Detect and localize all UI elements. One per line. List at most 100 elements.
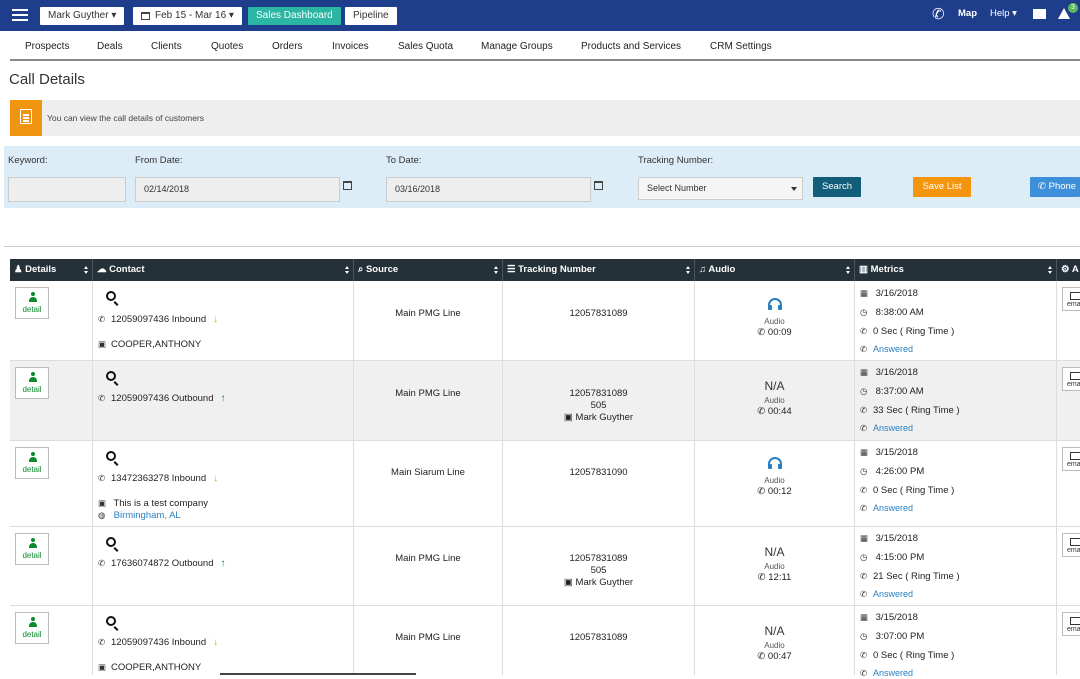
extension-text: 505	[590, 565, 607, 576]
search-icon[interactable]	[106, 451, 116, 461]
search-icon[interactable]	[106, 616, 116, 626]
detail-label: detail	[22, 385, 42, 394]
person-icon	[29, 292, 37, 304]
detail-button[interactable]: detail	[15, 533, 49, 565]
details-cell: detail	[10, 281, 93, 360]
contact-cell: ✆ 12059097436 Inbound ↓ ▣ COOPER,ANTHONY	[93, 281, 354, 360]
source-text: Main PMG Line	[395, 308, 461, 319]
horizontal-scrollbar[interactable]	[220, 673, 416, 675]
nav-prospects[interactable]: Prospects	[25, 41, 70, 52]
detail-button[interactable]: detail	[15, 367, 49, 399]
from-date-input[interactable]: 02/14/2018	[135, 177, 340, 202]
search-icon: ⌕	[358, 264, 366, 275]
source-cell: Main PMG Line	[354, 281, 503, 360]
details-cell: detail	[10, 527, 93, 605]
tracking-cell: 12057831089 505 ▣ Mark Guyther	[503, 361, 695, 440]
contact-cell: ✆ 17636074872 Outbound ↑	[93, 527, 354, 605]
to-date-label: To Date:	[386, 155, 422, 166]
detail-button[interactable]: detail	[15, 447, 49, 479]
phone-icon: ✆	[860, 326, 868, 336]
email-button[interactable]: ema	[1062, 533, 1080, 557]
keyword-input[interactable]	[8, 177, 126, 202]
nav-products-services[interactable]: Products and Services	[581, 41, 682, 52]
source-cell: Main PMG Line	[354, 361, 503, 440]
duration-text: 00:47	[767, 651, 792, 662]
col-contact[interactable]: ☁ Contact	[93, 259, 354, 281]
metric-status: ✆ Answered	[860, 344, 913, 355]
metrics-cell: ▦ 3/15/2018 ◷ 4:26:00 PM ✆ 0 Sec ( Ring T…	[855, 441, 1057, 526]
phone-icon: ✆	[757, 327, 768, 338]
status-text: Answered	[873, 503, 914, 513]
phone-icon: ✆	[757, 406, 768, 417]
help-menu[interactable]: Help ▾	[990, 8, 1017, 19]
outbound-arrow-icon: ↑	[220, 393, 226, 404]
tracking-number-select[interactable]: Select Number	[638, 177, 803, 200]
nav-manage-groups[interactable]: Manage Groups	[481, 41, 553, 52]
col-actions[interactable]: ⚙ A	[1057, 259, 1080, 281]
document-icon	[20, 109, 32, 124]
headphones-icon[interactable]	[768, 298, 782, 310]
tracking-text: 12057831090	[569, 467, 628, 478]
nav-quotes[interactable]: Quotes	[211, 41, 244, 52]
col-tracking[interactable]: ☰ Tracking Number	[503, 259, 695, 281]
pipeline-button[interactable]: Pipeline	[345, 7, 397, 25]
divider	[4, 246, 1080, 247]
phone-button[interactable]: ✆ Phone	[1030, 177, 1080, 197]
notifications-badge: 3	[1068, 3, 1078, 13]
phone-icon: ✆	[757, 651, 768, 662]
contact-card-icon: ▣	[563, 577, 576, 588]
status-text: Answered	[873, 423, 914, 433]
email-button[interactable]: ema	[1062, 367, 1080, 391]
search-icon[interactable]	[106, 291, 116, 301]
metric-ring: ✆ 33 Sec ( Ring Time )	[860, 405, 960, 416]
from-calendar-icon[interactable]	[343, 181, 352, 190]
hamburger-menu-icon[interactable]	[12, 9, 28, 21]
metric-date: ▦ 3/15/2018	[860, 447, 918, 458]
nav-orders[interactable]: Orders	[272, 41, 303, 52]
email-button[interactable]: ema	[1062, 447, 1080, 471]
date-range-button[interactable]: Feb 15 - Mar 16 ▾	[133, 7, 242, 25]
search-button[interactable]: Search	[813, 177, 861, 197]
search-icon[interactable]	[106, 537, 116, 547]
nav-sales-quota[interactable]: Sales Quota	[398, 41, 454, 52]
phone-icon[interactable]: ✆	[932, 6, 945, 23]
mail-icon[interactable]	[1033, 9, 1046, 19]
location-text[interactable]: Birmingham, AL	[113, 510, 181, 521]
sort-icon	[345, 266, 349, 274]
headphones-icon: ♫	[699, 264, 709, 275]
inbound-arrow-icon: ↓	[213, 314, 219, 325]
contact-location: ◍ Birmingham, AL	[98, 510, 181, 521]
nav-invoices[interactable]: Invoices	[332, 41, 369, 52]
detail-button[interactable]: detail	[15, 612, 49, 644]
search-icon[interactable]	[106, 371, 116, 381]
user-menu-button[interactable]: Mark Guyther ▾	[40, 7, 125, 25]
alert-icon[interactable]	[1058, 8, 1070, 19]
sales-dashboard-button[interactable]: Sales Dashboard	[248, 7, 341, 25]
to-date-input[interactable]: 03/16/2018	[386, 177, 591, 202]
contact-card-icon: ▣	[98, 662, 107, 672]
nav-crm-settings[interactable]: CRM Settings	[710, 41, 772, 52]
nav-deals[interactable]: Deals	[97, 41, 123, 52]
col-source[interactable]: ⌕ Source	[354, 259, 503, 281]
nav-clients[interactable]: Clients	[151, 41, 182, 52]
col-audio[interactable]: ♫ Audio	[695, 259, 855, 281]
actions-cell: ema	[1057, 361, 1080, 440]
email-button[interactable]: ema	[1062, 612, 1080, 636]
map-link[interactable]: Map	[958, 8, 977, 19]
headphones-icon[interactable]	[768, 457, 782, 469]
list-icon: ☰	[507, 264, 519, 275]
save-list-button[interactable]: Save List	[913, 177, 971, 197]
agent-text: Mark Guyther	[575, 412, 634, 423]
email-button[interactable]: ema	[1062, 287, 1080, 311]
to-calendar-icon[interactable]	[594, 181, 603, 190]
col-details[interactable]: ♟ Details	[10, 259, 93, 281]
contact-card-icon: ▣	[98, 339, 107, 349]
metric-time: ◷ 3:07:00 PM	[860, 631, 924, 642]
status-text: Answered	[873, 589, 914, 599]
envelope-icon	[1070, 538, 1080, 546]
col-metrics[interactable]: ▥ Metrics	[855, 259, 1057, 281]
gear-icon: ⚙	[1061, 264, 1072, 275]
status-text: Answered	[873, 668, 914, 678]
detail-button[interactable]: detail	[15, 287, 49, 319]
email-label: ema	[1067, 381, 1080, 388]
